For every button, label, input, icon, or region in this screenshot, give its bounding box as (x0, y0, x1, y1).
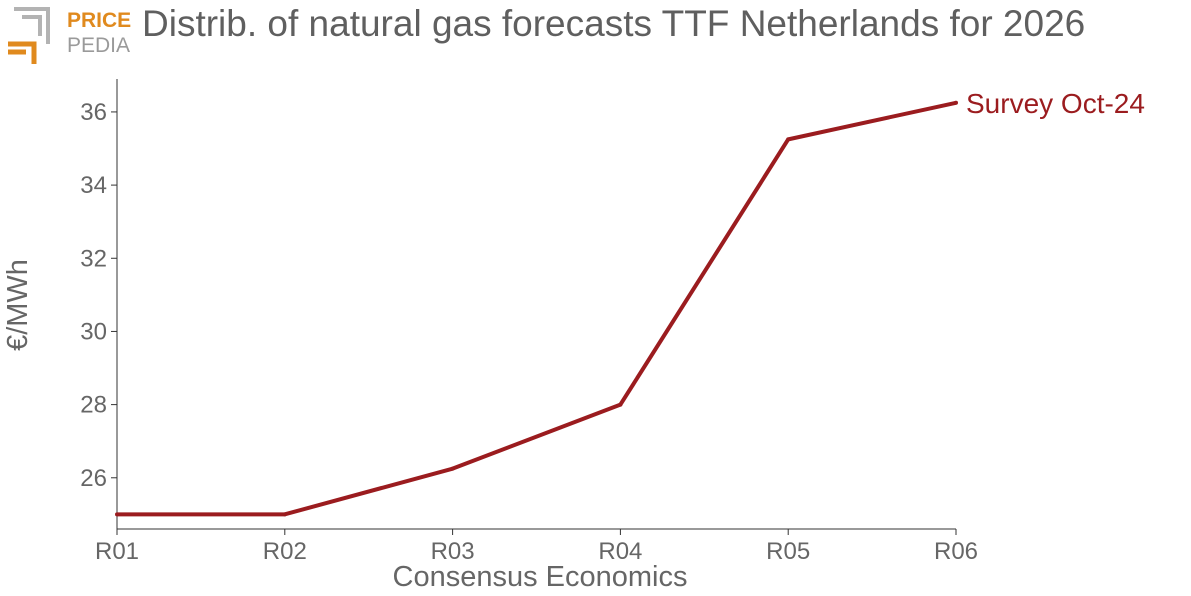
chart-title: Distrib. of natural gas forecasts TTF Ne… (142, 3, 1085, 44)
series-line (117, 100, 957, 517)
y-tick-label: 28 (80, 392, 107, 419)
pricepedia-logo: PRICE PEDIA (8, 7, 131, 64)
x-axis-title: Consensus Economics (393, 561, 688, 593)
logo-gray-bracket (14, 7, 50, 44)
y-tick-label: 36 (80, 99, 107, 126)
x-tick-label: R01 (95, 538, 139, 565)
data-point (282, 512, 287, 517)
y-axis-title: €/MWh (2, 259, 34, 351)
y-tick-label: 26 (80, 465, 107, 492)
data-point (115, 512, 119, 517)
x-tick-label: R06 (934, 538, 978, 565)
data-point (618, 402, 623, 407)
y-tick-label: 30 (80, 318, 107, 345)
logo-text-price: PRICE (67, 9, 131, 32)
logo-text-pedia: PEDIA (67, 34, 130, 57)
y-tick-label: 32 (80, 245, 107, 272)
x-tick-label: R02 (263, 538, 307, 565)
x-tick-label: R03 (431, 538, 475, 565)
y-axis: 26 28 30 32 34 36 (80, 79, 118, 529)
data-point (954, 100, 958, 105)
series-layer: Survey Oct-24 (115, 88, 1145, 517)
x-tick-label: R04 (598, 538, 642, 565)
x-tick-label: R05 (766, 538, 810, 565)
data-point (450, 466, 455, 471)
data-point (786, 137, 791, 142)
logo-orange-bracket (8, 41, 37, 64)
y-tick-label: 34 (80, 172, 107, 199)
x-axis: R01 R02 R03 R04 R05 R06 (95, 528, 978, 565)
series-label: Survey Oct-24 (966, 88, 1145, 119)
